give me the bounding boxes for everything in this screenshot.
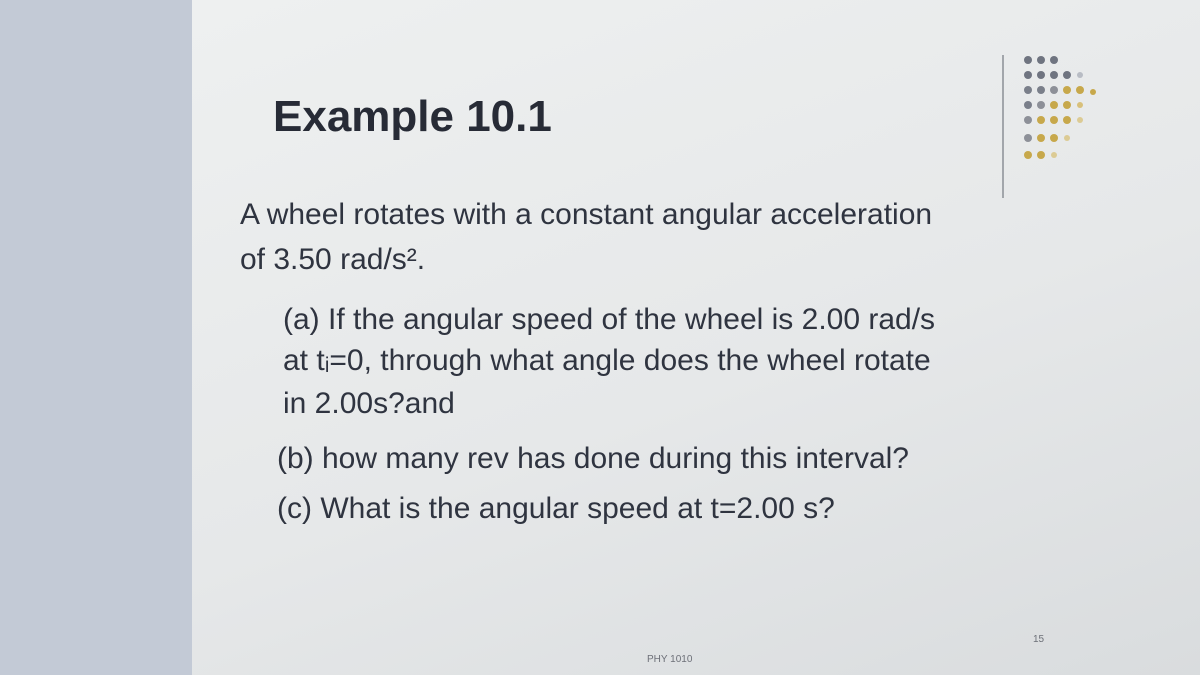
part-line: (c) What is the angular speed at t=2.00 …	[277, 492, 835, 525]
part-line: (b) how many rev has done during this in…	[277, 442, 909, 475]
part-line: in 2.00s?and	[283, 387, 455, 420]
dot-pattern	[1024, 56, 1096, 159]
intro-line: of 3.50 rad/s².	[240, 243, 426, 276]
footer: PHY 1010	[647, 654, 693, 665]
part-line: (a) If the angular speed of the wheel is…	[283, 303, 936, 336]
intro-line: A wheel rotates with a constant angular …	[240, 198, 933, 231]
part-line: at tᵢ=0, through what angle does the whe…	[283, 344, 931, 377]
page-number: 15	[1033, 634, 1045, 645]
slide-title: Example 10.1	[273, 92, 552, 141]
slide	[192, 0, 1200, 675]
